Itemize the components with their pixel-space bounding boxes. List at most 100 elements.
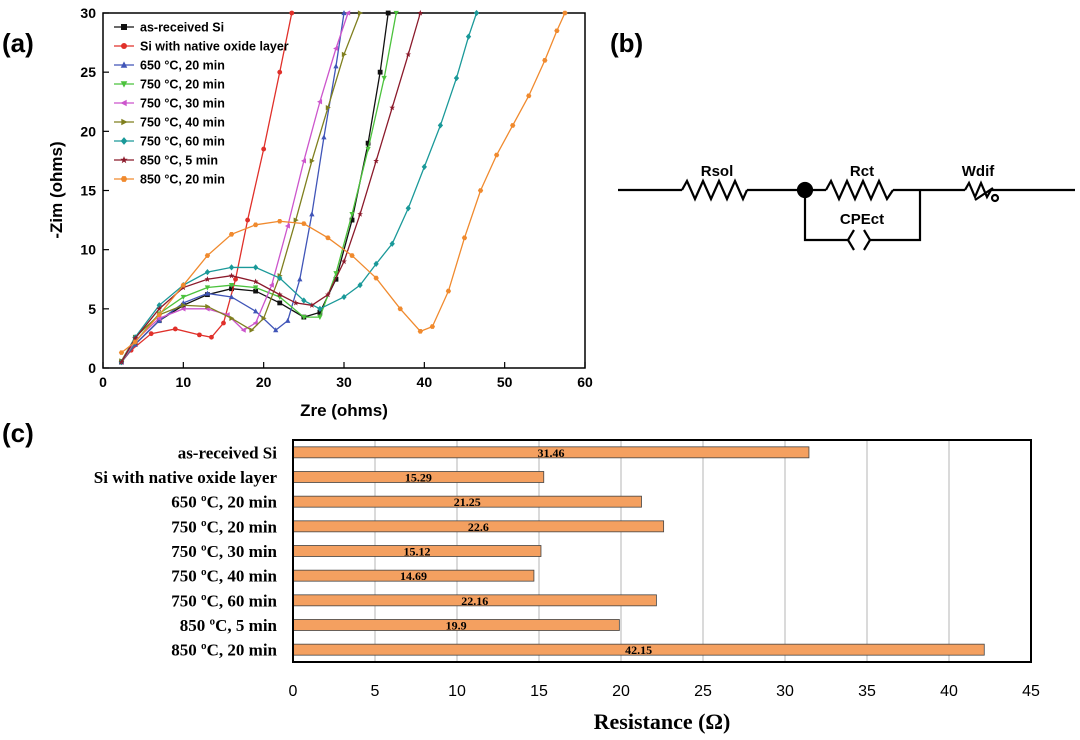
bar-category-label: Si with native oxide layer [94,468,278,487]
bar-category-label: 750 ºC, 20 min [171,517,277,536]
nyquist-legend-label: 750 °C, 40 min [140,116,225,130]
nyquist-x-tick-label: 60 [577,374,593,390]
cpe-wire-left [803,190,848,242]
nyquist-data-point [229,286,234,292]
nyquist-data-point [417,9,424,16]
bar-plot-area [292,439,1032,663]
nyquist-data-point [261,146,267,152]
nyquist-data-point [421,163,427,170]
nyquist-data-point [301,297,307,304]
nyquist-legend-label: 750 °C, 20 min [140,78,225,92]
nyquist-series-line [120,12,361,362]
cpe-plate-left [846,229,855,251]
nyquist-data-point [325,105,331,111]
nyquist-x-tick-label: 10 [176,374,192,390]
nyquist-ticks: 0 10 20 30 40 50 60 0 5 10 15 20 25 30 [80,5,593,390]
nyquist-data-point [357,282,363,289]
nyquist-data-point [297,276,303,282]
panel-label-c: (c) [2,418,34,448]
nyquist-data-point [317,314,323,320]
nyquist-series-line [120,12,478,363]
nyquist-data-point [453,74,460,82]
nyquist-series [118,9,480,366]
nyquist-data-point [205,303,211,310]
bar-value-label: 22.16 [461,594,488,608]
nyquist-data-point [228,294,235,300]
nyquist-legend-label: 850 °C, 20 min [140,173,225,187]
nyquist-x-tick-label: 20 [256,374,272,390]
nyquist-data-point [180,294,186,300]
nyquist-legend-label: Si with native oxide layer [140,40,289,54]
nyquist-data-point [381,75,387,81]
nyquist-data-point [249,327,255,333]
nyquist-x-tick-label: 40 [417,374,433,390]
nyquist-data-point [309,158,315,164]
bar-category-label: 750 ºC, 60 min [171,591,277,610]
nyquist-data-point [252,285,259,291]
nyquist-data-point [180,306,186,312]
resistance-bar-chart: 31.46 15.29 21.25 22.6 15.12 14.69 22.16 19.9 42… [94,439,1040,734]
nyquist-legend-marker [120,61,128,68]
nyquist-data-point [493,152,500,158]
nyquist-data-point [417,329,423,334]
nyquist-data-point [321,134,327,140]
nyquist-data-point [373,275,379,281]
nyquist-data-point [300,158,306,164]
nyquist-data-point [292,299,299,306]
nyquist-data-point [526,93,532,99]
nyquist-data-point [465,33,472,40]
nyquist-y-tick-label: 0 [88,360,96,376]
nyquist-data-point [197,332,202,338]
nyquist-x-axis-title: Zre (ohms) [300,401,388,420]
nyquist-data-point [252,320,258,326]
nyquist-data-point [148,331,154,337]
nyquist-series-group [118,9,568,366]
nyquist-series [118,10,568,355]
wdif-warburg-element [964,180,992,200]
nyquist-data-point [132,335,139,342]
nyquist-data-point [204,285,211,291]
nyquist-data-point [289,10,295,16]
nyquist-legend-label: 650 °C, 20 min [140,59,225,73]
bar-category-label: as-received Si [178,443,278,462]
nyquist-legend-marker [121,43,127,49]
bar-x-tick-label: 15 [530,683,548,700]
nyquist-data-point [301,314,307,320]
nyquist-x-tick-label: 0 [99,374,107,390]
bar-category-label: 750 ºC, 30 min [171,542,277,561]
bar-x-tick-label: 0 [289,683,298,700]
nyquist-data-point [357,211,363,217]
bar-x-tick-label: 45 [1022,683,1040,700]
nyquist-data-point [562,10,568,16]
nyquist-series-line [121,12,566,354]
nyquist-legend-label: 750 °C, 30 min [140,97,225,111]
bar-value-label: 15.29 [405,471,432,485]
bar-x-tick-label: 10 [448,683,466,700]
bar-x-tick-label: 40 [940,683,958,700]
bar-x-ticks: 0 5 10 15 20 25 30 35 40 45 [289,683,1040,700]
nyquist-data-point [437,122,444,129]
nyquist-data-point [333,63,339,69]
nyquist-data-point [156,305,163,312]
nyquist-y-tick-label: 15 [80,183,96,199]
nyquist-data-point [317,99,323,105]
bar-x-axis-title: Resistance (Ω) [594,709,731,734]
bar-value-label: 21.25 [454,495,481,509]
bar-x-tick-label: 25 [694,683,712,700]
panel-label-b: (b) [610,28,643,58]
rct-resistor [825,178,894,202]
nyquist-data-point [252,222,259,228]
nyquist-x-tick-label: 50 [497,374,513,390]
nyquist-data-point [385,10,391,16]
nyquist-data-point [293,217,299,223]
nyquist-data-point [132,339,138,345]
nyquist-data-point [252,308,259,314]
nyquist-data-point [377,69,383,75]
nyquist-legend-marker [121,118,128,126]
nyquist-data-point [345,10,351,16]
nyquist-data-point [228,272,235,279]
nyquist-data-point [325,291,331,298]
nyquist-data-point [461,235,468,241]
nyquist-data-point [389,104,396,111]
